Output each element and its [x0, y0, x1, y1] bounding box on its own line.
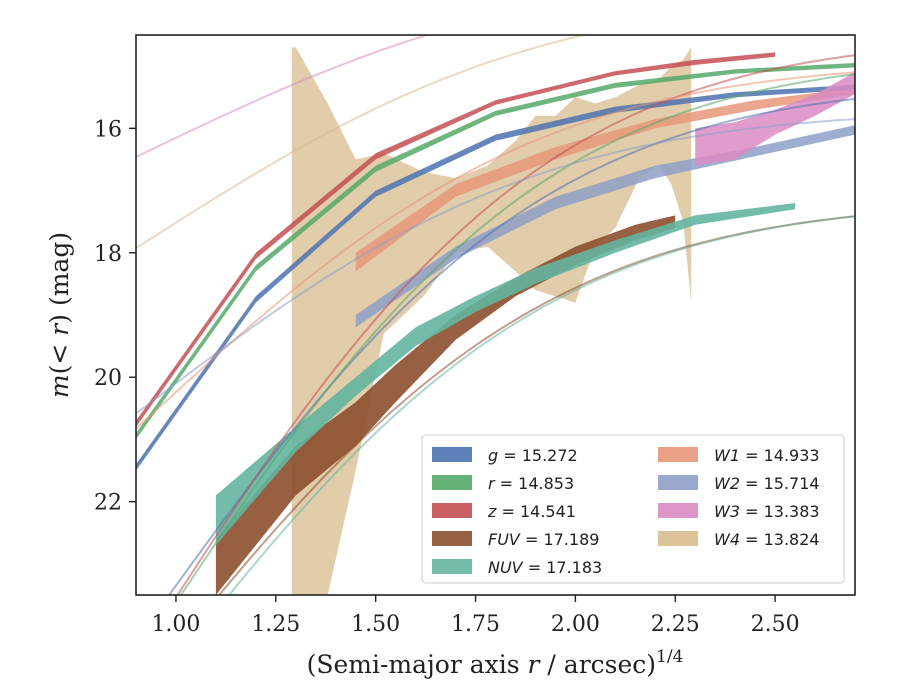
legend-swatch	[432, 503, 472, 518]
legend-swatch	[658, 503, 698, 518]
legend-label: FUV = 17.189	[488, 530, 599, 549]
legend-label: z = 14.541	[487, 502, 576, 521]
x-tick-label: 1.00	[151, 612, 200, 637]
y-axis: 16 18 20 22	[94, 117, 136, 516]
legend: g = 15.272 r = 14.853 z = 14.541 FUV = 17.1…	[421, 434, 845, 584]
fit-curve-r	[179, 73, 855, 595]
legend-item-w1: W1 = 14.933	[658, 446, 820, 465]
x-axis-label: (Semi-major axis r / arcsec)1/4	[307, 647, 684, 679]
legend-label: g = 15.272	[488, 446, 578, 465]
x-tick-label: 2.00	[551, 612, 600, 637]
legend-label: W4 = 13.824	[714, 530, 820, 549]
legend-swatch	[658, 447, 698, 462]
series-bands	[136, 47, 855, 595]
y-tick-label: 16	[94, 117, 122, 142]
legend-frame	[421, 434, 845, 584]
legend-item-w2: W2 = 15.714	[658, 474, 820, 493]
legend-label: W1 = 14.933	[714, 446, 820, 465]
y-tick-label: 22	[94, 491, 122, 516]
legend-item-r: r = 14.853	[432, 474, 574, 493]
fit-curve-w4	[136, 35, 589, 249]
legend-item-w3: W3 = 13.383	[658, 502, 820, 521]
band-w2	[355, 125, 855, 328]
legend-swatch	[432, 475, 472, 490]
legend-label: r = 14.853	[488, 474, 574, 493]
fit-curve-w2	[136, 118, 855, 415]
x-axis: 1.00 1.25 1.50 1.75 2.00 2.25 2.50	[151, 595, 800, 637]
legend-swatch	[658, 475, 698, 490]
legend-item-z: z = 14.541	[432, 502, 576, 521]
fit-curve-nuv	[227, 215, 855, 595]
x-tick-label: 1.50	[351, 612, 400, 637]
legend-label: W2 = 15.714	[714, 474, 820, 493]
x-tick-label: 2.25	[651, 612, 700, 637]
legend-item-w4: W4 = 13.824	[658, 530, 820, 549]
fit-curve-w3	[136, 35, 431, 158]
fit-curve-z	[176, 54, 855, 595]
series-fit-curves	[136, 35, 855, 595]
legend-label: NUV = 17.183	[488, 558, 602, 577]
x-tick-label: 2.50	[751, 612, 800, 637]
y-tick-label: 20	[94, 366, 122, 391]
band-r	[136, 63, 855, 440]
legend-swatch	[658, 531, 698, 546]
fit-curve-w1	[136, 71, 855, 430]
legend-item-g: g = 15.272	[432, 446, 578, 465]
x-tick-label: 1.75	[451, 612, 500, 637]
plot-frame	[135, 34, 856, 596]
y-tick-label: 18	[94, 242, 122, 267]
legend-swatch	[432, 559, 472, 574]
legend-item-nuv: NUV = 17.183	[432, 558, 602, 577]
legend-item-fuv: FUV = 17.189	[432, 530, 599, 549]
band-g	[136, 84, 855, 471]
legend-swatch	[432, 531, 472, 546]
band-w3	[695, 72, 855, 166]
x-tick-label: 1.25	[251, 612, 300, 637]
legend-label: W3 = 13.383	[714, 502, 820, 521]
legend-swatch	[432, 447, 472, 462]
y-axis-label: m(< r) (mag)	[45, 232, 74, 398]
